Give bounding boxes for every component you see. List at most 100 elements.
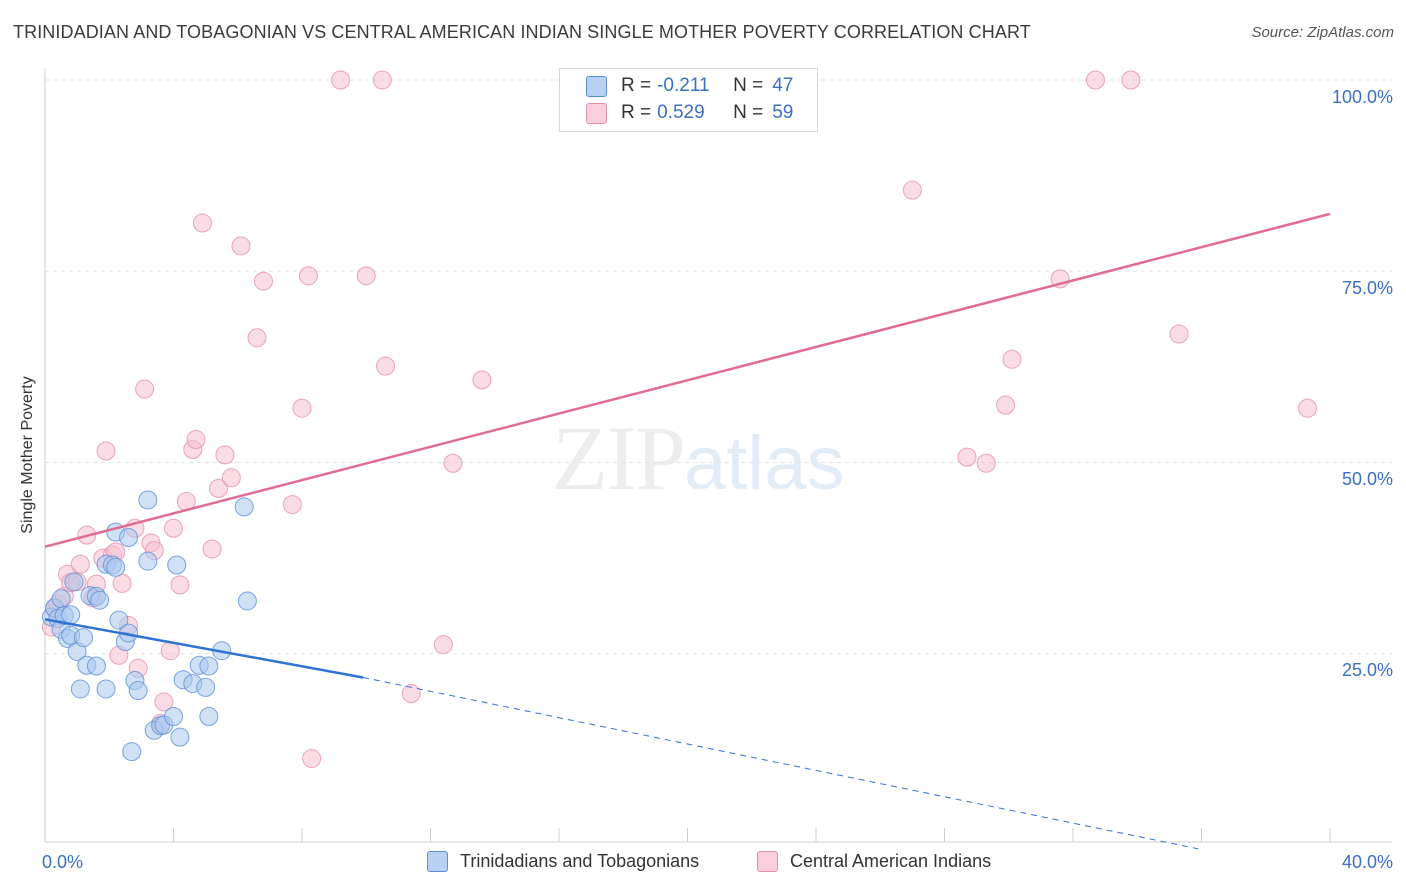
data-point-central-american-indians xyxy=(1085,70,1105,90)
data-point-trinidadians xyxy=(199,656,219,676)
y-tick-label-25: 25.0% xyxy=(1341,660,1393,680)
data-point-central-american-indians xyxy=(976,453,996,473)
data-point-central-american-indians xyxy=(302,749,322,769)
data-point-central-american-indians xyxy=(221,468,241,488)
data-point-trinidadians xyxy=(122,742,142,762)
data-point-trinidadians xyxy=(196,677,216,697)
data-point-central-american-indians xyxy=(253,271,273,291)
data-point-trinidadians xyxy=(119,527,139,547)
data-point-central-american-indians xyxy=(372,70,392,90)
data-point-trinidadians xyxy=(74,628,94,648)
data-point-central-american-indians xyxy=(154,692,174,712)
x-tick-label-left: 0.0% xyxy=(42,852,84,872)
data-point-central-american-indians xyxy=(208,479,228,499)
data-point-central-american-indians xyxy=(433,635,453,655)
watermark-zip: ZIP xyxy=(552,407,686,509)
legend-r-value: 0.529 xyxy=(657,102,705,123)
legend-row-blue: R = -0.211 N = 47 xyxy=(586,74,793,98)
data-point-trinidadians xyxy=(138,490,158,510)
data-point-trinidadians xyxy=(61,605,81,625)
series-central-american-indians xyxy=(41,70,1318,769)
data-point-trinidadians xyxy=(164,706,183,726)
data-point-trinidadians xyxy=(90,590,110,610)
x-tick-label-right: 40.0% xyxy=(1341,852,1393,872)
y-tick-label-75: 75.0% xyxy=(1341,278,1393,298)
data-point-central-american-indians xyxy=(70,554,90,574)
data-point-central-american-indians xyxy=(202,539,222,559)
data-point-central-american-indians xyxy=(247,328,267,348)
data-point-trinidadians xyxy=(234,497,254,517)
legend-n-label: N = xyxy=(733,75,764,96)
stats-legend: R = -0.211 N = 47 R = 0.529 N = 59 xyxy=(559,68,818,132)
data-point-trinidadians xyxy=(86,656,106,676)
data-point-central-american-indians xyxy=(135,379,155,399)
watermark: ZIPatlas xyxy=(552,405,845,511)
legend-r-label: R = xyxy=(621,75,652,96)
data-point-central-american-indians xyxy=(331,70,351,90)
data-point-central-american-indians xyxy=(112,573,132,593)
y-axis-label: Single Mother Poverty xyxy=(19,376,36,534)
data-point-central-american-indians xyxy=(231,236,251,256)
y-tick-label-100: 100.0% xyxy=(1331,87,1393,107)
watermark-atlas: atlas xyxy=(684,421,845,506)
legend-n-label: N = xyxy=(733,102,764,123)
data-point-central-american-indians xyxy=(164,518,183,538)
data-point-central-american-indians xyxy=(1169,324,1189,344)
legend-label: Trinidadians and Tobagonians xyxy=(460,851,700,871)
data-point-trinidadians xyxy=(167,555,187,575)
data-point-central-american-indians xyxy=(443,453,463,473)
data-point-central-american-indians xyxy=(1121,70,1141,90)
legend-r-value: -0.211 xyxy=(657,75,710,96)
data-point-central-american-indians xyxy=(902,180,922,200)
legend-swatch-pink xyxy=(757,851,778,872)
data-point-central-american-indians xyxy=(298,266,318,286)
data-point-central-american-indians xyxy=(282,495,302,515)
data-point-trinidadians xyxy=(64,572,84,592)
data-point-trinidadians xyxy=(237,591,257,611)
data-point-trinidadians xyxy=(128,680,148,700)
data-point-central-american-indians xyxy=(957,447,977,467)
data-point-central-american-indians xyxy=(96,441,116,461)
data-point-trinidadians xyxy=(51,589,71,609)
data-point-trinidadians xyxy=(138,551,158,571)
series-trinidadians-and-tobagonians xyxy=(41,490,257,762)
data-point-central-american-indians xyxy=(376,356,396,376)
trend-lines xyxy=(44,212,1331,850)
gridlines xyxy=(45,79,1392,655)
data-point-central-american-indians xyxy=(292,398,312,418)
source-label: Source: ZipAtlas.com xyxy=(1251,24,1394,41)
data-point-trinidadians xyxy=(109,610,129,630)
data-point-central-american-indians xyxy=(170,575,190,595)
data-point-trinidadians xyxy=(170,727,190,747)
trend-line-trinidadians-extrapolated xyxy=(362,676,1199,850)
legend-item-trinidadians: Trinidadians and Tobagonians xyxy=(427,851,699,872)
y-tick-label-50: 50.0% xyxy=(1341,469,1393,489)
data-point-trinidadians xyxy=(106,557,126,577)
data-point-trinidadians xyxy=(96,679,116,699)
data-point-trinidadians xyxy=(70,679,90,699)
legend-n-value: 47 xyxy=(772,75,794,96)
legend-label: Central American Indians xyxy=(790,851,992,871)
legend-item-central-american-indians: Central American Indians xyxy=(757,851,991,872)
legend-swatch-blue xyxy=(427,851,448,872)
data-point-central-american-indians xyxy=(186,430,206,450)
data-point-central-american-indians xyxy=(1298,398,1318,418)
data-point-trinidadians xyxy=(199,706,219,726)
legend-row-pink: R = 0.529 N = 59 xyxy=(586,101,793,125)
legend-swatch-pink xyxy=(586,102,607,124)
trend-line-trinidadians xyxy=(44,618,364,679)
data-point-central-american-indians xyxy=(1002,349,1022,369)
legend-n-value: 59 xyxy=(772,102,794,123)
data-point-central-american-indians xyxy=(996,395,1016,415)
data-point-central-american-indians xyxy=(215,445,235,465)
data-point-central-american-indians xyxy=(401,684,421,704)
data-point-central-american-indians xyxy=(472,370,492,390)
trend-line-central-american-indians xyxy=(44,212,1331,548)
chart-title: TRINIDADIAN AND TOBAGONIAN VS CENTRAL AM… xyxy=(13,22,1031,42)
axes xyxy=(44,68,1392,843)
data-point-central-american-indians xyxy=(356,266,376,286)
legend-swatch-blue xyxy=(586,75,607,97)
legend-r-label: R = xyxy=(621,102,652,123)
data-point-central-american-indians xyxy=(192,213,212,233)
